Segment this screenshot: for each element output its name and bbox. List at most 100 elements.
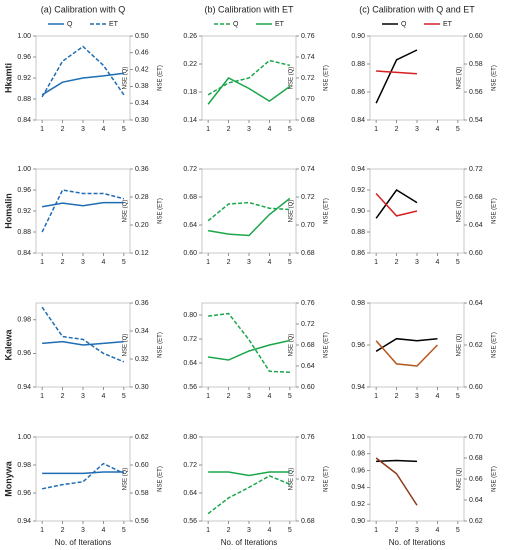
panel-title: (c) Calibration with Q and ET <box>359 4 475 14</box>
y2-axis-label: NSE (ET) <box>158 198 164 224</box>
row-label: Kalewa <box>3 329 13 361</box>
legend-label: Q <box>233 21 239 28</box>
x-tick-label: 5 <box>456 527 460 534</box>
y2-tick-label: 0.62 <box>135 434 149 441</box>
y-axis-label: NSE (Q) <box>289 334 295 357</box>
y2-axis-label: NSE (ET) <box>492 65 498 91</box>
y2-tick-label: 0.56 <box>469 89 483 96</box>
x-tick-label: 4 <box>101 126 105 133</box>
y2-tick-label: 0.60 <box>469 250 483 257</box>
y2-tick-label: 0.58 <box>135 490 149 497</box>
y-tick-label: 0.64 <box>183 360 197 367</box>
y2-tick-label: 0.50 <box>135 33 149 40</box>
y-axis-label: NSE (Q) <box>123 468 129 491</box>
plot-frame <box>369 436 465 522</box>
x-tick-label: 3 <box>247 393 251 400</box>
x-tick-label: 4 <box>435 259 439 266</box>
x-tick-label: 2 <box>61 259 65 266</box>
plot-frame <box>369 35 465 121</box>
y-tick-label: 0.72 <box>183 336 197 343</box>
y2-tick-label: 0.70 <box>469 434 483 441</box>
series-line <box>375 337 438 352</box>
y2-axis-label: NSE (ET) <box>158 65 164 91</box>
y-tick-label: 0.18 <box>183 89 197 96</box>
y-tick-label: 0.72 <box>183 462 197 469</box>
x-tick-label: 3 <box>81 259 85 266</box>
y2-tick-label: 0.12 <box>135 250 149 257</box>
y2-tick-label: 0.76 <box>301 33 315 40</box>
y2-tick-label: 0.20 <box>135 222 149 229</box>
series-line <box>41 189 125 233</box>
y-axis-label: NSE (Q) <box>457 468 463 491</box>
y-axis-label: NSE (Q) <box>457 200 463 223</box>
y-tick-label: 0.22 <box>183 61 197 68</box>
x-tick-label: 5 <box>122 259 126 266</box>
y-tick-label: 0.92 <box>17 208 31 215</box>
y2-tick-label: 0.60 <box>469 33 483 40</box>
row-label: Monywa <box>3 460 13 496</box>
y2-tick-label: 0.34 <box>135 100 149 107</box>
y-tick-label: 0.60 <box>183 250 197 257</box>
x-tick-label: 3 <box>81 126 85 133</box>
x-tick-label: 4 <box>267 527 271 534</box>
x-axis-label: No. of Iterations <box>55 538 111 547</box>
y-axis-label: NSE (Q) <box>123 334 129 357</box>
y-tick-label: 1.00 <box>351 434 365 441</box>
y-tick-label: 0.80 <box>183 312 197 319</box>
y2-tick-label: 0.42 <box>135 66 149 73</box>
y2-tick-label: 0.72 <box>301 476 315 483</box>
y2-tick-label: 0.60 <box>301 384 315 391</box>
y-tick-label: 0.94 <box>351 166 365 173</box>
panel-title: (b) Calibration with ET <box>204 4 294 14</box>
y-tick-label: 0.68 <box>183 194 197 201</box>
y-axis-label: NSE (Q) <box>457 334 463 357</box>
series-line <box>376 70 418 75</box>
y-tick-label: 0.56 <box>183 384 197 391</box>
x-tick-label: 5 <box>288 126 292 133</box>
legend-label: ET <box>109 21 119 28</box>
y-tick-label: 0.96 <box>351 342 365 349</box>
series-line <box>375 49 418 104</box>
row-label: Homalin <box>3 193 13 229</box>
x-tick-label: 3 <box>247 126 251 133</box>
y-tick-label: 0.72 <box>183 166 197 173</box>
x-tick-label: 1 <box>374 527 378 534</box>
y-axis-label: NSE (Q) <box>289 468 295 491</box>
y2-axis-label: NSE (ET) <box>324 198 330 224</box>
x-tick-label: 5 <box>288 527 292 534</box>
y-tick-label: 0.98 <box>17 317 31 324</box>
x-tick-label: 1 <box>206 126 210 133</box>
y2-tick-label: 0.72 <box>301 194 315 201</box>
x-tick-label: 2 <box>61 527 65 534</box>
x-tick-label: 1 <box>40 393 44 400</box>
x-tick-label: 4 <box>435 527 439 534</box>
x-tick-label: 5 <box>122 393 126 400</box>
y2-axis-label: NSE (ET) <box>324 466 330 492</box>
y2-axis-label: NSE (ET) <box>492 332 498 358</box>
y-tick-label: 0.84 <box>17 117 31 124</box>
y-tick-label: 0.90 <box>351 208 365 215</box>
y-tick-label: 0.86 <box>351 250 365 257</box>
legend-label: ET <box>275 21 285 28</box>
x-tick-label: 5 <box>456 393 460 400</box>
y2-tick-label: 0.36 <box>135 300 149 307</box>
x-tick-label: 2 <box>61 393 65 400</box>
series-line <box>375 340 438 367</box>
x-tick-label: 1 <box>206 393 210 400</box>
y2-tick-label: 0.30 <box>135 384 149 391</box>
x-tick-label: 1 <box>40 126 44 133</box>
x-tick-label: 3 <box>81 393 85 400</box>
x-tick-label: 1 <box>206 527 210 534</box>
y-tick-label: 0.90 <box>351 33 365 40</box>
y-axis-label: NSE (Q) <box>457 67 463 90</box>
x-tick-label: 2 <box>395 527 399 534</box>
plot-frame <box>201 168 297 254</box>
y2-tick-label: 0.64 <box>301 363 315 370</box>
y2-tick-label: 0.72 <box>469 166 483 173</box>
plot-frame <box>369 302 465 388</box>
x-tick-label: 4 <box>267 259 271 266</box>
x-tick-label: 5 <box>122 527 126 534</box>
x-tick-label: 2 <box>395 259 399 266</box>
y2-tick-label: 0.68 <box>301 518 315 525</box>
